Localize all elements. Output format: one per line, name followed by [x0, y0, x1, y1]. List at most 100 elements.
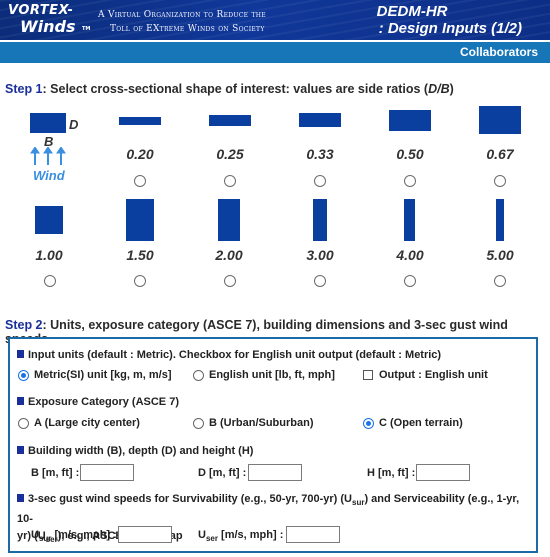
u-sur-label-sub: sur	[38, 534, 52, 544]
wind-heading-part-2: ) and Serviceability (e.g., 1-yr, 10-	[17, 493, 520, 526]
site-tagline: A Virtual Organization to Reduce the Tol…	[98, 8, 266, 36]
ratio-label-0.33: 0.33	[306, 146, 334, 162]
height-h-label: H [m, ft] :	[367, 467, 416, 479]
step-1-ratio: D/B	[428, 82, 450, 96]
bullet-square-icon	[17, 397, 24, 405]
shape-radio-5.00[interactable]	[494, 275, 506, 287]
u-sur-label-main: U	[31, 529, 39, 541]
exposure-heading: Exposure Category (ASCE 7)	[17, 396, 179, 408]
step-2-number: Step 2	[5, 318, 43, 332]
ratio-label-0.67: 0.67	[486, 146, 514, 162]
shape-0.20[interactable]	[119, 117, 161, 125]
shape-radio-1.50[interactable]	[134, 275, 146, 287]
depth-d-input[interactable]	[248, 464, 302, 481]
step-1-text: : Select cross-sectional shape of intere…	[42, 82, 429, 96]
shape-radio-0.50[interactable]	[404, 175, 416, 187]
dimensions-heading: Building width (B), depth (D) and height…	[17, 445, 253, 457]
metric-radio[interactable]	[18, 369, 29, 381]
tagline-line-1: A Virtual Organization to Reduce the	[98, 10, 266, 20]
design-inputs-panel: Input units (default : Metric). Checkbox…	[8, 337, 538, 553]
u-ser-label-sub: ser	[205, 534, 218, 544]
logo-text-bottom: Winds	[20, 17, 76, 36]
ratio-label-0.25: 0.25	[216, 146, 244, 162]
ratio-label-2.00: 2.00	[215, 247, 243, 263]
shape-1.50[interactable]	[126, 199, 154, 241]
u-sur-label: Usur [m/s, mph] :	[31, 529, 117, 543]
exposure-heading-text: Exposure Category (ASCE 7)	[28, 396, 179, 408]
shape-radio-4.00[interactable]	[404, 275, 416, 287]
units-heading-text: Input units (default : Metric). Checkbox…	[28, 349, 442, 361]
shape-1.00[interactable]	[35, 206, 63, 234]
wind-heading-part-1: 3-sec gust wind speeds for Survivability…	[28, 493, 352, 505]
tagline-line-2: Toll of EXtreme Winds on Society	[110, 24, 265, 34]
exposure-b-option[interactable]: B (Urban/Suburban)	[193, 417, 314, 429]
height-h-input[interactable]	[416, 464, 470, 481]
logo-text-top: VORTEX-	[8, 3, 74, 18]
shape-0.33[interactable]	[299, 113, 341, 127]
u-ser-label-main: U	[198, 529, 206, 541]
bullet-square-icon	[17, 446, 24, 454]
wind-label: Wind	[33, 168, 65, 183]
width-b-input[interactable]	[80, 464, 134, 481]
u-ser-label: User [m/s, mph] :	[198, 529, 283, 543]
shape-radio-3.00[interactable]	[314, 275, 326, 287]
page-title-line-2: : Design Inputs (1/2)	[378, 20, 522, 37]
step-1-heading: Step 1: Select cross-sectional shape of …	[5, 82, 454, 96]
exposure-c-option[interactable]: C (Open terrain)	[363, 417, 463, 429]
english-label: English unit [lb, ft, mph]	[209, 369, 335, 381]
exposure-c-radio[interactable]	[363, 417, 374, 429]
english-option[interactable]: English unit [lb, ft, mph]	[193, 369, 335, 381]
wind-heading-part-3: yr) (U	[17, 530, 46, 543]
ratio-label-0.20: 0.20	[126, 146, 154, 162]
shape-radio-0.67[interactable]	[494, 175, 506, 187]
shape-0.67[interactable]	[479, 106, 521, 134]
metric-label: Metric(SI) unit [kg, m, m/s]	[34, 369, 172, 381]
header-wind-streaks	[0, 0, 550, 40]
step-1-text-end: )	[449, 82, 454, 96]
wind-speed-heading: 3-sec gust wind speeds for Survivability…	[17, 491, 529, 548]
legend-b-label: B	[44, 134, 54, 149]
english-radio[interactable]	[193, 369, 204, 381]
shape-radio-0.20[interactable]	[134, 175, 146, 187]
shape-3.00[interactable]	[313, 199, 327, 241]
exposure-c-label: C (Open terrain)	[379, 417, 463, 429]
shape-radio-2.00[interactable]	[224, 275, 236, 287]
ratio-label-5.00: 5.00	[486, 247, 514, 263]
ratio-label-1.50: 1.50	[126, 247, 154, 263]
vortex-winds-logo[interactable]: VORTEX- Winds TM	[8, 2, 94, 38]
exposure-b-label: B (Urban/Suburban)	[209, 417, 314, 429]
page-title-line-1: DEDM-HR	[376, 3, 448, 20]
logo-trademark: TM	[82, 26, 91, 32]
metric-option[interactable]: Metric(SI) unit [kg, m, m/s]	[18, 369, 172, 381]
wind-heading-sub-ser: ser	[45, 535, 58, 545]
u-sur-input[interactable]	[118, 526, 172, 543]
exposure-a-label: A (Large city center)	[34, 417, 140, 429]
output-english-checkbox[interactable]	[363, 370, 373, 380]
ratio-label-4.00: 4.00	[396, 247, 424, 263]
shape-5.00[interactable]	[496, 199, 504, 241]
ratio-label-0.50: 0.50	[396, 146, 424, 162]
shape-0.50[interactable]	[389, 110, 431, 131]
wind-heading-sub-sur: sur	[352, 498, 365, 508]
shape-radio-0.25[interactable]	[224, 175, 236, 187]
wind-arrows-icon	[30, 147, 66, 165]
units-heading: Input units (default : Metric). Checkbox…	[17, 349, 441, 361]
shape-radio-1.00[interactable]	[44, 275, 56, 287]
shape-radio-0.33[interactable]	[314, 175, 326, 187]
output-english-label: Output : English unit	[379, 369, 488, 381]
shape-2.00[interactable]	[218, 199, 240, 241]
collaborators-link[interactable]: Collaborators	[459, 45, 538, 59]
exposure-b-radio[interactable]	[193, 417, 204, 429]
output-english-option[interactable]: Output : English unit	[363, 369, 488, 381]
exposure-a-radio[interactable]	[18, 417, 29, 429]
legend-d-label: D	[69, 117, 79, 132]
width-b-label: B [m, ft] :	[31, 467, 80, 479]
shape-4.00[interactable]	[404, 199, 415, 241]
exposure-a-option[interactable]: A (Large city center)	[18, 417, 140, 429]
page-title: DEDM-HR : Design Inputs (1/2)	[377, 3, 522, 37]
shape-0.25[interactable]	[209, 115, 251, 126]
nav-bar: Collaborators	[0, 42, 550, 63]
step-1-number: Step 1	[5, 82, 43, 96]
site-header: VORTEX- Winds TM A Virtual Organization …	[0, 0, 550, 40]
u-ser-input[interactable]	[286, 526, 340, 543]
